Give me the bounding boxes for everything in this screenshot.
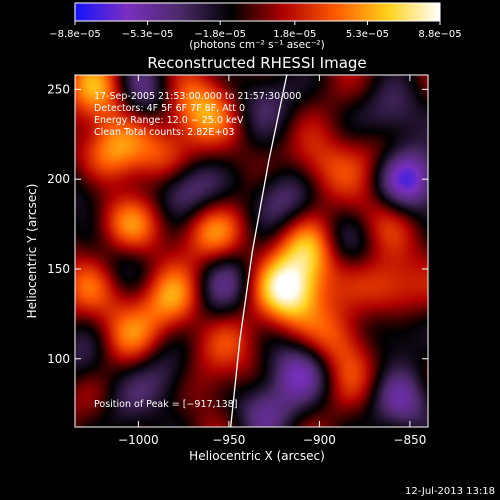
x-tick-label: −950	[212, 433, 245, 447]
colorbar: −8.8e−05 −5.3e−05 −1.8e−05 1.8e−05 5.3e−05 8.…	[49, 2, 462, 51]
x-axis: −1000 −950 −900 −850	[118, 75, 426, 447]
x-tick-label: −900	[303, 433, 336, 447]
annotation-time-range: 17‑Sep‑2005 21:53:00.000 to 21:57:30.000	[94, 91, 301, 102]
chart-title: Reconstructed RHESSI Image	[147, 54, 366, 72]
colorbar-tick-label: −8.8e−05	[49, 29, 101, 40]
x-tick-label: −850	[393, 433, 426, 447]
colorbar-tick-label: 5.3e−05	[346, 29, 389, 40]
y-tick-label: 150	[47, 262, 70, 276]
colorbar-tick-label: 1.8e−05	[273, 29, 316, 40]
y-axis: 100 150 200 250	[47, 82, 428, 366]
peak-position-label: Position of Peak = [−917,138]	[94, 399, 237, 410]
annotation-clean-counts: Clean Total counts: 2.82E+03	[94, 127, 234, 138]
heatmap-image	[75, 75, 428, 427]
colorbar-tick-label: 8.8e−05	[418, 29, 461, 40]
colorbar-unit-label: (photons cm⁻² s⁻¹ asec⁻²)	[189, 39, 324, 51]
annotation-block: 17‑Sep‑2005 21:53:00.000 to 21:57:30.000…	[94, 91, 301, 138]
colorbar-gradient	[74, 2, 441, 22]
timestamp: 12-Jul-2013 13:18	[405, 486, 495, 497]
annotation-energy-range: Energy Range: 12.0 − 25.0 keV	[94, 115, 244, 126]
x-tick-label: −1000	[118, 433, 159, 447]
y-axis-label: Heliocentric Y (arcsec)	[25, 184, 39, 319]
y-tick-label: 100	[47, 352, 70, 366]
solar-limb-line	[230, 75, 288, 427]
plot-area: −1000 −950 −900 −850 100 150 200 250	[47, 74, 429, 447]
colorbar-tick-label: −5.3e−05	[122, 29, 174, 40]
y-tick-label: 250	[47, 82, 70, 96]
annotation-detectors: Detectors: 4F 5F 6F 7F 8F, Att 0	[94, 103, 245, 114]
x-axis-label: Heliocentric X (arcsec)	[189, 449, 325, 463]
plot-frame	[74, 74, 429, 428]
colorbar-ticks: −8.8e−05 −5.3e−05 −1.8e−05 1.8e−05 5.3e−05 8.…	[49, 21, 462, 40]
y-tick-label: 200	[47, 172, 70, 186]
colorbar-tick-label: −1.8e−05	[194, 29, 246, 40]
